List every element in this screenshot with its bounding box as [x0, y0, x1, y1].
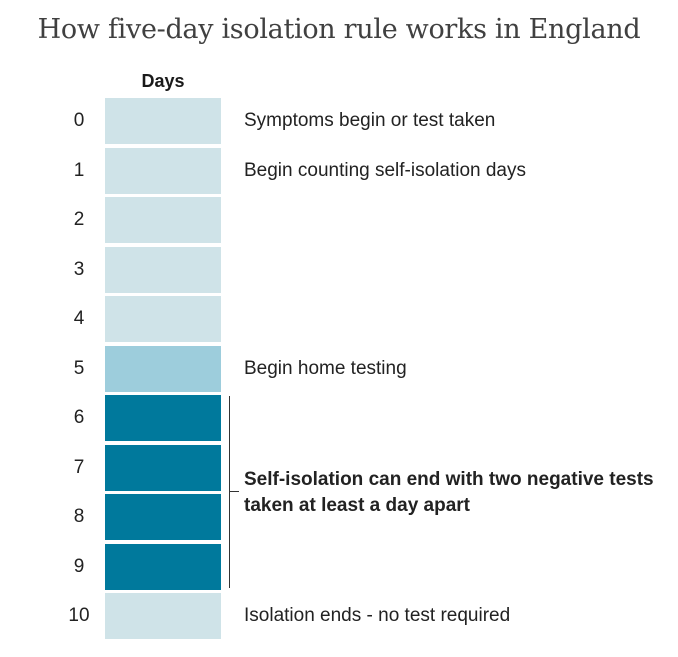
test-window-bracket-tick [229, 491, 239, 492]
day-label: Isolation ends - no test required [244, 605, 511, 626]
day-row-5: 5 Begin home testing [0, 346, 678, 395]
test-window-note: Self-isolation can end with two negative… [244, 469, 654, 516]
day-number: 9 [73, 556, 85, 577]
day-block [105, 346, 221, 392]
day-block [105, 544, 221, 590]
day-label: Begin home testing [244, 358, 407, 379]
day-number: 3 [73, 259, 85, 280]
day-number: 7 [73, 457, 85, 478]
day-number: 5 [73, 358, 85, 379]
day-number: 1 [73, 160, 85, 181]
day-row-7: 7 [0, 445, 678, 494]
days-column-header: Days [141, 71, 185, 91]
day-block [105, 593, 221, 639]
day-label: Begin counting self-isolation days [244, 160, 527, 181]
day-row-4: 4 [0, 296, 678, 345]
day-number: 2 [73, 209, 85, 230]
day-row-10: 10 Isolation ends - no test required [0, 593, 678, 642]
day-number: 4 [73, 308, 85, 329]
day-block [105, 445, 221, 491]
day-number: 6 [73, 407, 85, 428]
day-number: 8 [73, 506, 85, 527]
day-row-6: 6 [0, 395, 678, 444]
day-row-9: 9 [0, 544, 678, 593]
day-label: Symptoms begin or test taken [244, 110, 496, 131]
day-row-1: 1 Begin counting self-isolation days [0, 148, 678, 197]
day-block [105, 247, 221, 293]
day-row-3: 3 [0, 247, 678, 296]
test-window-bracket [229, 396, 230, 588]
day-row-2: 2 [0, 197, 678, 246]
day-row-8: 8 [0, 494, 678, 543]
day-number: 0 [73, 110, 85, 131]
day-block [105, 395, 221, 441]
day-block [105, 296, 221, 342]
day-block [105, 98, 221, 144]
chart-title: How five-day isolation rule works in Eng… [37, 14, 641, 45]
day-block [105, 148, 221, 194]
day-block [105, 494, 221, 540]
day-block [105, 197, 221, 243]
day-number: 10 [68, 605, 90, 626]
day-row-0: 0 Symptoms begin or test taken [0, 98, 678, 147]
